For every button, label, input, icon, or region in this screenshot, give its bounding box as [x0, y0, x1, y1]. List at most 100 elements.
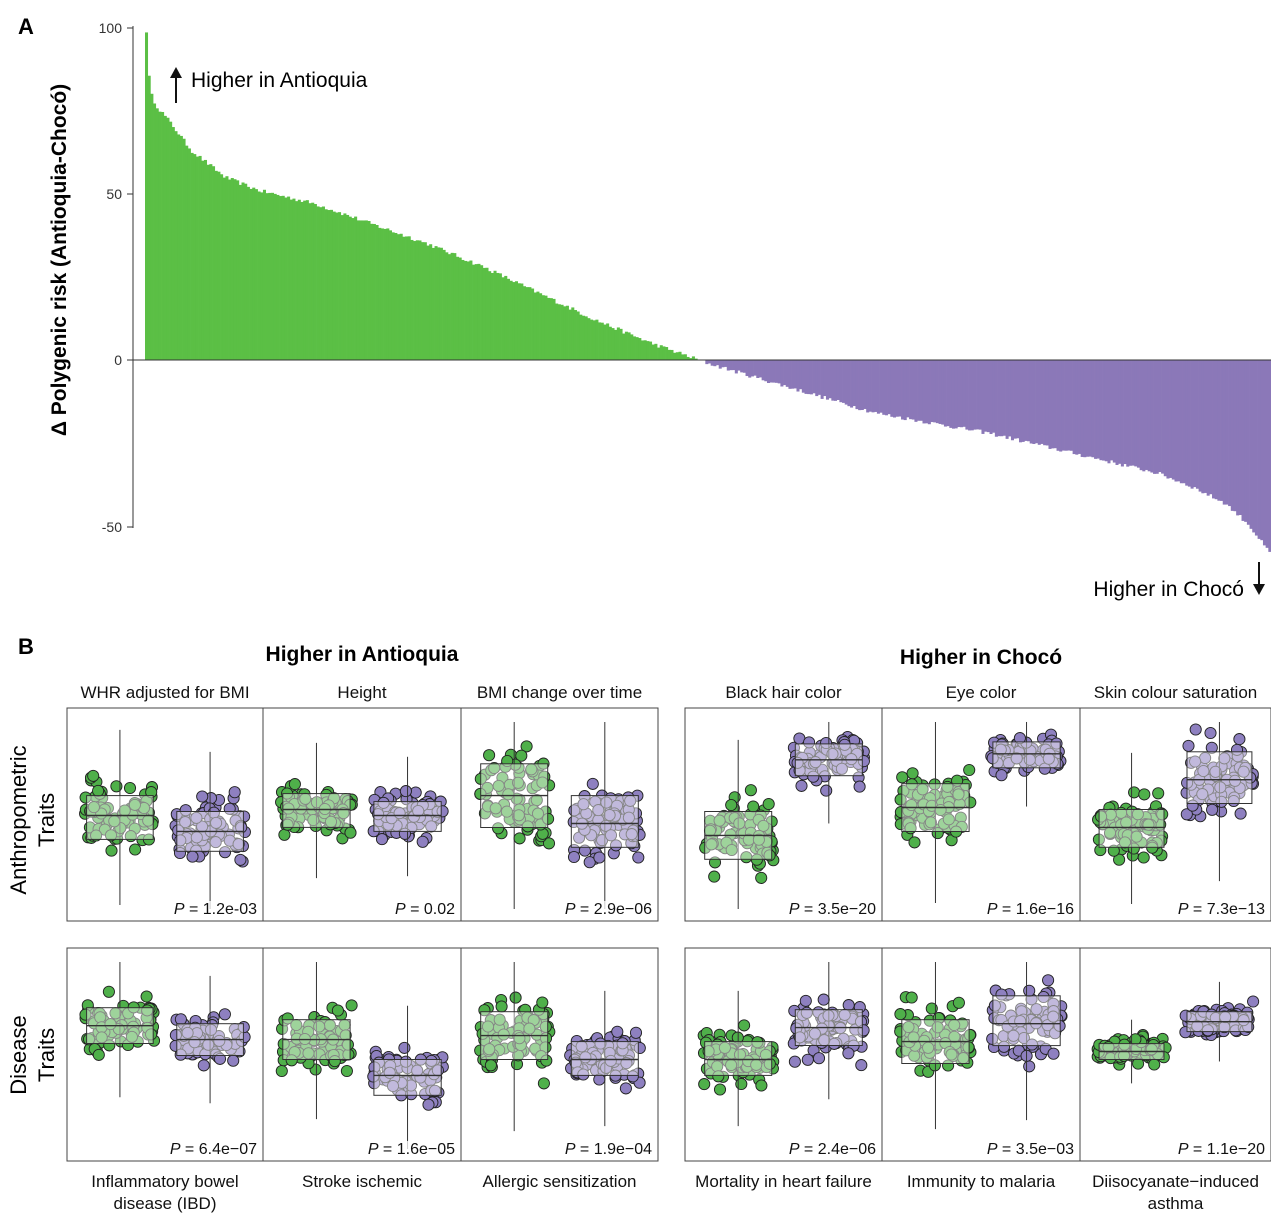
bar: [801, 360, 805, 393]
data-point-antioquia: [1138, 788, 1151, 801]
panel-b-subplots: WHR adjusted for BMI P = 1.2e-03 Height P =…: [66, 683, 1271, 1213]
bar: [925, 360, 929, 424]
bar: [1056, 360, 1060, 451]
bar: [303, 200, 307, 360]
bar: [1048, 360, 1052, 449]
bar: [917, 360, 921, 421]
bar: [203, 159, 208, 360]
data-point-choco: [817, 993, 830, 1006]
data-point-choco: [1186, 799, 1199, 812]
bar: [842, 360, 846, 403]
bar: [903, 360, 907, 421]
bar: [592, 320, 596, 360]
data-point-choco: [1023, 984, 1036, 997]
data-point-antioquia: [752, 833, 765, 846]
data-point-antioquia: [1131, 808, 1144, 821]
bar: [673, 352, 677, 360]
data-point-choco: [855, 1059, 868, 1072]
bar: [882, 360, 886, 415]
bar: [734, 360, 738, 374]
data-point-antioquia: [105, 844, 118, 857]
bar: [1115, 360, 1119, 465]
bar: [405, 236, 409, 360]
bar: [246, 186, 250, 360]
bar: [976, 360, 980, 430]
panel-a-ytick-label: 100: [99, 20, 123, 36]
bar: [1013, 360, 1017, 439]
data-point-antioquia: [713, 814, 726, 827]
bar: [504, 275, 508, 360]
bar: [220, 174, 224, 360]
data-point-choco: [788, 1055, 801, 1068]
bar: [997, 360, 1001, 437]
bar: [1187, 360, 1191, 487]
bar: [640, 340, 645, 360]
data-point-choco: [204, 1023, 218, 1036]
bar: [488, 271, 492, 360]
bar: [683, 354, 687, 360]
bar: [922, 360, 926, 424]
bar: [399, 233, 403, 360]
bar: [1260, 360, 1264, 541]
bar: [766, 360, 771, 384]
bar: [1166, 360, 1170, 479]
bar: [1024, 360, 1028, 441]
bar: [954, 360, 958, 429]
bar: [1032, 360, 1036, 445]
bar: [271, 192, 275, 360]
bar: [678, 351, 682, 360]
bar: [407, 236, 411, 360]
data-point-choco: [567, 850, 581, 864]
bar: [901, 360, 905, 420]
bar: [531, 288, 535, 360]
bar: [1155, 360, 1159, 474]
bar: [761, 360, 765, 381]
bar: [1212, 360, 1216, 499]
panel-b-letter: B: [18, 634, 34, 659]
bar: [1257, 360, 1261, 539]
bar: [1252, 360, 1256, 533]
data-point-choco: [995, 769, 1008, 782]
data-point-choco: [412, 804, 425, 818]
bar: [514, 281, 518, 360]
bar: [608, 326, 612, 360]
bar: [477, 263, 481, 360]
bar: [217, 171, 221, 360]
data-point-antioquia: [1137, 851, 1150, 864]
bar: [1072, 360, 1076, 455]
bar: [665, 347, 669, 360]
data-point-antioquia: [894, 793, 907, 806]
data-point-choco: [592, 804, 605, 817]
bar: [724, 360, 728, 367]
data-point-antioquia: [1095, 810, 1108, 823]
data-point-antioquia: [513, 832, 526, 845]
subplot-title: BMI change over time: [477, 683, 642, 702]
bar: [981, 360, 985, 434]
data-point-antioquia: [484, 1059, 497, 1072]
data-point-choco: [232, 838, 245, 851]
p-value-label: P = 1.6e−16: [987, 901, 1074, 918]
bar: [788, 360, 792, 389]
data-point-choco: [428, 1084, 442, 1097]
bar: [1147, 360, 1151, 472]
bar: [970, 360, 974, 431]
data-point-antioquia: [963, 763, 976, 777]
bar: [450, 252, 454, 360]
panel-frame-choco-row0: [684, 707, 1271, 922]
bar: [576, 311, 580, 360]
bar: [169, 121, 173, 361]
bar: [1107, 360, 1111, 464]
bar: [716, 360, 720, 366]
data-point-choco: [842, 1047, 855, 1060]
bar: [946, 360, 950, 427]
data-point-choco: [399, 1055, 412, 1068]
bar: [1128, 360, 1132, 466]
bar: [1099, 360, 1103, 461]
data-point-choco: [1247, 995, 1260, 1008]
bar: [973, 360, 977, 430]
data-point-choco: [1228, 774, 1242, 787]
bar: [565, 305, 569, 360]
data-point-antioquia: [140, 990, 153, 1003]
bar: [745, 360, 749, 377]
